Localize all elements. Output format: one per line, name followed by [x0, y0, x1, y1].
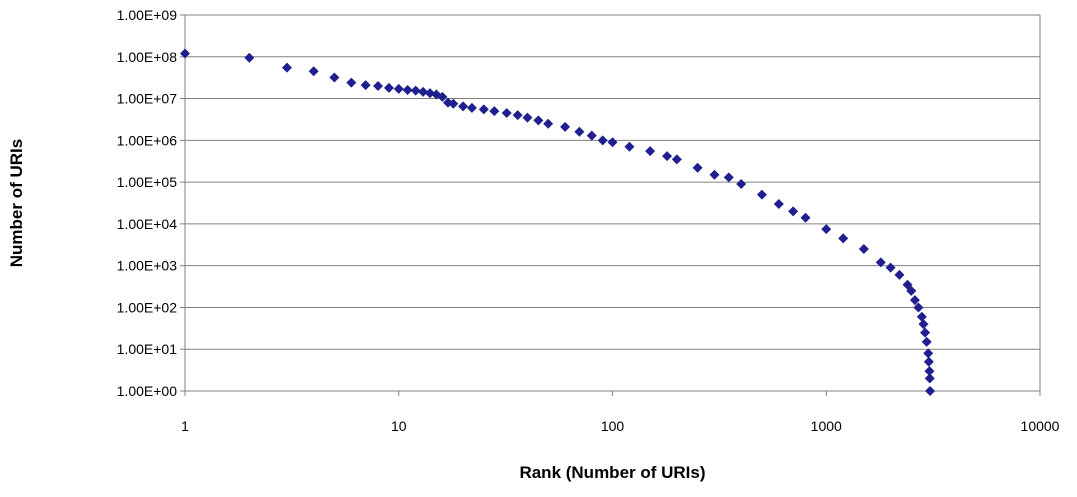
y-axis-title: Number of URIs [7, 139, 26, 267]
data-point [692, 162, 703, 173]
data-point [788, 206, 799, 217]
data-point [821, 224, 832, 235]
data-point [281, 62, 292, 73]
y-tick-label: 1.00E+08 [117, 49, 178, 65]
data-point [671, 154, 682, 165]
x-tick-label: 10 [391, 418, 407, 434]
x-tick-labels: 1 10 100 1000 10000 [181, 418, 1060, 434]
data-point [244, 52, 255, 63]
data-point [885, 262, 896, 273]
data-point [393, 83, 404, 94]
data-point [756, 189, 767, 200]
data-point [448, 98, 459, 109]
data-point [923, 348, 934, 359]
y-tick-label: 1.00E+07 [117, 91, 178, 107]
data-point [736, 179, 747, 190]
data-point [607, 137, 618, 148]
x-tick-label: 1000 [811, 418, 842, 434]
data-point [522, 112, 533, 123]
data-point [373, 80, 384, 91]
data-point [918, 319, 929, 330]
data-point [924, 373, 935, 384]
y-tick-label: 1.00E+05 [117, 174, 178, 190]
data-point [723, 172, 734, 183]
data-point [624, 141, 635, 152]
data-point [921, 336, 932, 347]
data-point [383, 82, 394, 93]
data-point [838, 233, 849, 244]
data-point [458, 101, 469, 112]
y-tick-labels: 1.00E+00 1.00E+01 1.00E+02 1.00E+03 1.00E+04… [117, 7, 178, 399]
data-point [773, 198, 784, 209]
data-point [466, 102, 477, 113]
data-point [916, 311, 927, 322]
x-tick-label: 100 [601, 418, 625, 434]
data-point [437, 91, 448, 102]
data-point [858, 244, 869, 255]
data-point [875, 257, 886, 268]
y-tick-label: 1.00E+00 [117, 383, 178, 399]
data-point [925, 386, 936, 396]
data-point [418, 86, 429, 97]
y-tick-label: 1.00E+04 [117, 216, 178, 232]
data-point [909, 295, 920, 306]
data-point [597, 135, 608, 146]
axis-ticks [180, 14, 1041, 396]
data-point [478, 104, 489, 115]
data-point [709, 169, 720, 180]
data-point [501, 108, 512, 119]
data-point [543, 118, 554, 129]
data-point [894, 269, 905, 280]
data-point [512, 110, 523, 121]
data-point [410, 85, 421, 96]
data-point [645, 146, 656, 157]
data-point [308, 66, 319, 77]
data-point [924, 366, 935, 377]
data-point [920, 327, 931, 338]
data-point [923, 356, 934, 367]
x-axis-title: Rank (Number of URIs) [519, 463, 705, 482]
y-tick-label: 1.00E+03 [117, 258, 178, 274]
data-point [800, 212, 811, 223]
data-point [424, 88, 435, 99]
data-point [533, 115, 544, 126]
x-tick-label: 10000 [1021, 418, 1060, 434]
y-tick-label: 1.00E+01 [117, 341, 178, 357]
y-tick-label: 1.00E+02 [117, 299, 178, 315]
data-point [574, 126, 585, 137]
data-point [662, 151, 673, 162]
data-point [913, 302, 924, 313]
data-points [180, 48, 936, 396]
x-tick-label: 1 [181, 418, 189, 434]
data-point [586, 130, 597, 141]
data-point [560, 121, 571, 132]
data-point [489, 106, 500, 117]
data-point [180, 48, 190, 59]
data-point [906, 285, 917, 296]
y-tick-label: 1.00E+09 [117, 7, 178, 23]
y-tick-label: 1.00E+06 [117, 132, 178, 148]
data-point [360, 80, 371, 91]
data-point [329, 72, 340, 83]
data-point [402, 85, 413, 96]
data-point [346, 77, 357, 88]
